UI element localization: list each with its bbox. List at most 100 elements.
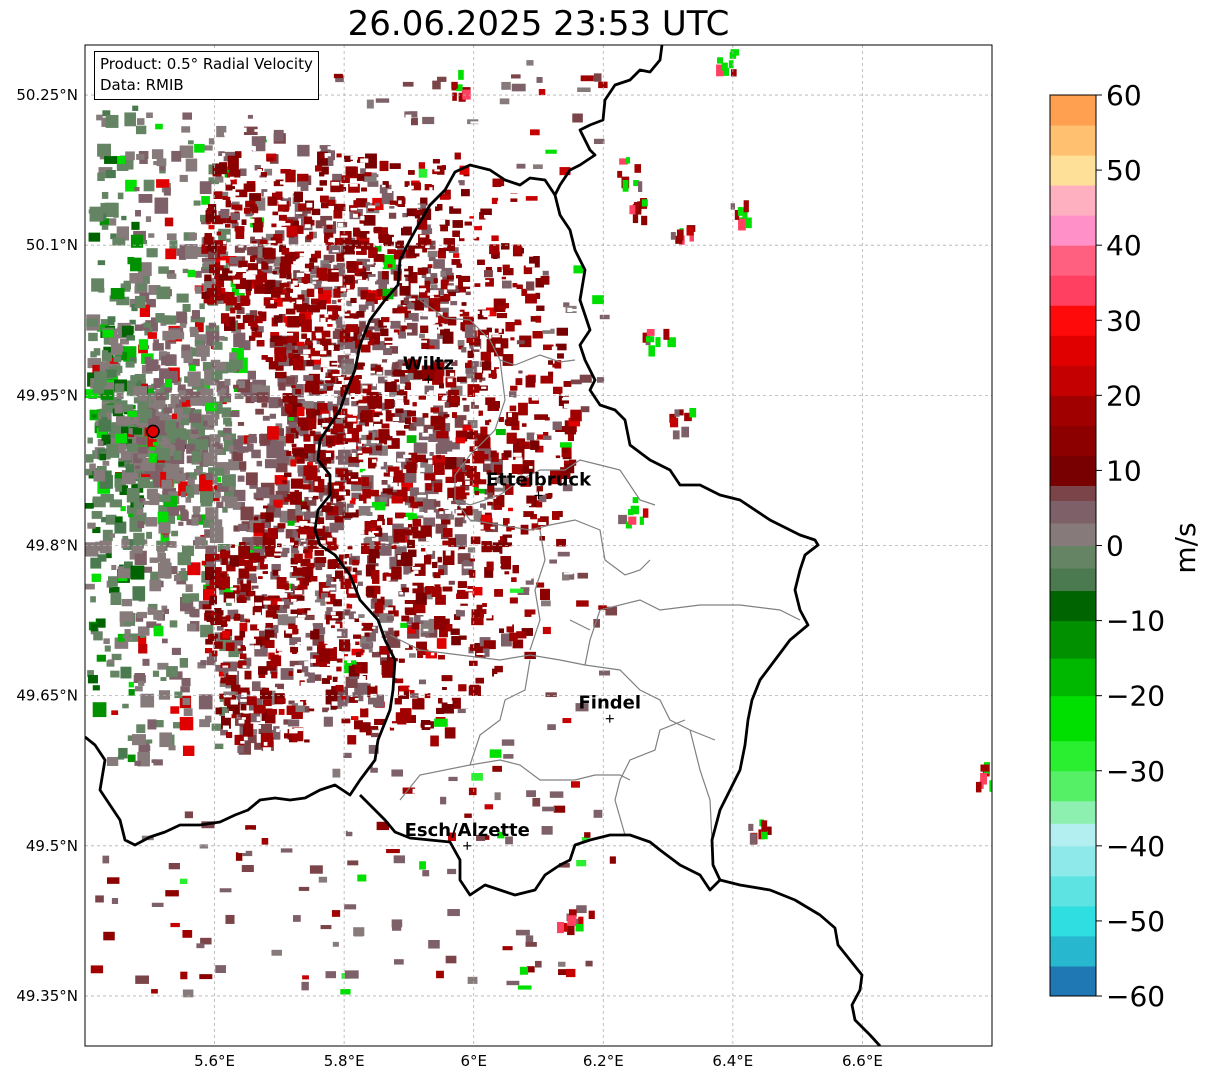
velocity-gate: [271, 563, 281, 575]
velocity-gate: [205, 545, 218, 555]
velocity-gate: [458, 546, 466, 551]
velocity-gate: [390, 287, 398, 297]
velocity-gate: [238, 260, 248, 268]
velocity-gate: [149, 493, 160, 506]
velocity-gate: [90, 623, 98, 632]
velocity-gate: [246, 443, 254, 452]
velocity-gate: [273, 499, 283, 508]
velocity-gate: [201, 560, 207, 566]
velocity-gate: [234, 393, 244, 400]
velocity-gate: [287, 719, 300, 727]
velocity-gate: [393, 329, 399, 335]
velocity-gate: [146, 488, 158, 499]
velocity-gate: [115, 433, 128, 444]
velocity-gate: [387, 517, 393, 525]
velocity-gate: [404, 310, 411, 318]
velocity-gate: [474, 491, 479, 496]
velocity-gate: [303, 216, 312, 227]
velocity-gate: [382, 599, 393, 610]
velocity-gate: [209, 522, 215, 528]
velocity-gate: [445, 457, 457, 470]
velocity-gate: [296, 515, 303, 523]
velocity-gate: [100, 389, 114, 400]
velocity-gate: [360, 341, 371, 353]
velocity-gate: [170, 541, 177, 548]
velocity-gate: [237, 475, 245, 482]
velocity-gate: [294, 553, 303, 563]
velocity-gate: [284, 342, 295, 351]
velocity-gate: [101, 191, 109, 199]
velocity-gate: [280, 336, 288, 345]
velocity-gate: [215, 256, 225, 263]
velocity-gate: [320, 215, 333, 227]
velocity-gate: [413, 604, 426, 614]
velocity-gate: [444, 401, 451, 408]
velocity-gate: [186, 519, 196, 526]
velocity-gate: [471, 375, 478, 383]
velocity-gate: [164, 388, 172, 393]
velocity-gate: [337, 563, 345, 569]
velocity-gate: [438, 508, 444, 512]
velocity-gate: [535, 278, 544, 288]
velocity-gate: [311, 358, 321, 365]
velocity-gate: [177, 384, 186, 390]
velocity-gate: [126, 335, 136, 341]
velocity-gate: [568, 417, 581, 427]
velocity-gate: [203, 452, 218, 466]
velocity-gate: [365, 586, 375, 597]
velocity-gate: [117, 192, 124, 200]
velocity-gate: [284, 251, 296, 265]
velocity-gate: [253, 221, 263, 233]
velocity-gate: [287, 520, 295, 526]
velocity-gate: [332, 406, 338, 413]
velocity-gate: [164, 513, 176, 524]
velocity-gate: [159, 732, 172, 748]
velocity-gate: [255, 408, 264, 415]
velocity-gate: [130, 257, 142, 272]
velocity-gate: [480, 208, 492, 216]
velocity-gate: [114, 475, 126, 488]
velocity-gate: [150, 317, 157, 324]
velocity-gate: [480, 426, 488, 435]
velocity-gate: [138, 636, 147, 645]
velocity-gate: [146, 248, 158, 258]
velocity-gate: [455, 609, 465, 617]
velocity-gate: [351, 240, 360, 247]
velocity-gate: [264, 168, 273, 176]
velocity-gate: [271, 192, 279, 198]
velocity-gate: [147, 332, 157, 339]
velocity-gate: [265, 714, 276, 724]
velocity-gate: [201, 257, 208, 263]
velocity-gate: [424, 280, 431, 287]
velocity-gate: [264, 248, 276, 260]
velocity-gate: [212, 463, 222, 470]
velocity-gate: [248, 321, 258, 326]
velocity-gate: [351, 401, 358, 407]
velocity-gate: [209, 486, 219, 493]
velocity-gate: [230, 186, 235, 189]
velocity-gate: [236, 380, 246, 389]
velocity-gate: [402, 212, 408, 218]
velocity-gate: [216, 381, 230, 393]
velocity-gate: [410, 359, 420, 372]
velocity-gate: [185, 485, 194, 494]
velocity-gate: [179, 321, 187, 328]
velocity-gate: [182, 112, 192, 120]
velocity-gate: [362, 384, 372, 394]
velocity-gate: [221, 557, 228, 565]
velocity-gate: [282, 292, 290, 301]
velocity-gate: [204, 402, 217, 412]
velocity-gate: [187, 407, 196, 417]
velocity-gate: [451, 697, 461, 709]
velocity-gate: [304, 418, 317, 429]
velocity-gate: [238, 568, 250, 579]
velocity-gate: [274, 475, 288, 485]
velocity-gate: [401, 552, 413, 567]
velocity-gate: [335, 697, 349, 707]
velocity-gate: [349, 697, 358, 703]
velocity-gate: [178, 571, 188, 581]
velocity-gate: [442, 550, 455, 565]
velocity-gate: [221, 620, 227, 627]
velocity-gate: [157, 447, 171, 461]
velocity-gate: [308, 305, 320, 313]
